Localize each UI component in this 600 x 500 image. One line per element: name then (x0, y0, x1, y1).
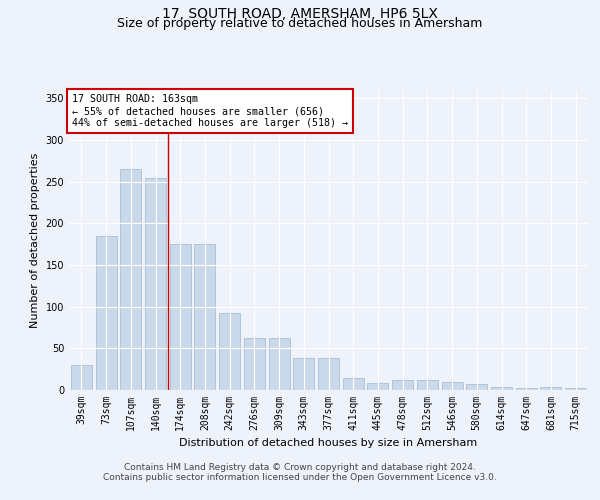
Bar (244, 338, 265, 390)
Bar (392, 380, 413, 390)
Y-axis label: Number of detached properties: Number of detached properties (30, 152, 40, 328)
Bar (491, 386, 512, 390)
Text: 17, SOUTH ROAD, AMERSHAM, HP6 5LX: 17, SOUTH ROAD, AMERSHAM, HP6 5LX (162, 8, 438, 22)
Text: Contains HM Land Registry data © Crown copyright and database right 2024.: Contains HM Land Registry data © Crown c… (124, 462, 476, 471)
Bar (516, 388, 537, 390)
Bar (417, 380, 438, 390)
Bar (442, 382, 463, 390)
Bar (541, 386, 562, 390)
X-axis label: Distribution of detached houses by size in Amersham: Distribution of detached houses by size … (179, 438, 478, 448)
Bar (120, 169, 141, 390)
Bar (269, 338, 290, 390)
Text: 17 SOUTH ROAD: 163sqm
← 55% of detached houses are smaller (656)
44% of semi-det: 17 SOUTH ROAD: 163sqm ← 55% of detached … (71, 94, 347, 128)
Text: Size of property relative to detached houses in Amersham: Size of property relative to detached ho… (118, 18, 482, 30)
Bar (194, 244, 215, 390)
Bar (343, 378, 364, 390)
Bar (145, 178, 166, 390)
Bar (71, 365, 92, 390)
Text: Contains public sector information licensed under the Open Government Licence v3: Contains public sector information licen… (103, 472, 497, 482)
Bar (565, 388, 586, 390)
Bar (318, 358, 339, 390)
Bar (219, 312, 240, 390)
Bar (367, 384, 388, 390)
Bar (95, 236, 116, 390)
Bar (170, 244, 191, 390)
Bar (293, 358, 314, 390)
Bar (466, 384, 487, 390)
